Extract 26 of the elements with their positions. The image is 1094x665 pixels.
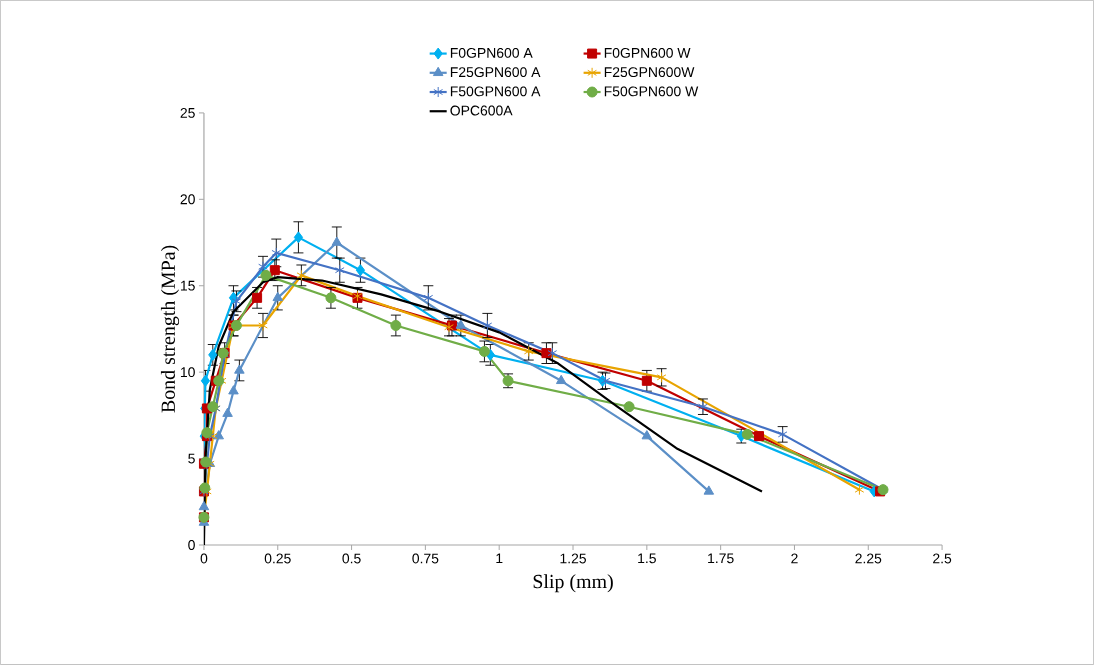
x-axis-title: Slip (mm) <box>533 574 613 593</box>
legend-label: OPC600A <box>450 105 513 116</box>
legend-label: F25GPN600 A <box>450 67 541 78</box>
y-tick-label: 20 <box>180 194 195 205</box>
legend-label: F25GPN600W <box>604 67 695 78</box>
y-tick-label: 0 <box>188 540 195 550</box>
y-axis-title: Bond strength (MPa) <box>160 245 180 413</box>
y-tick-label: 15 <box>180 280 195 291</box>
x-tick-label: 2.5 <box>933 553 952 564</box>
x-tick-label: 1.5 <box>638 553 656 564</box>
y-tick-label: 25 <box>180 108 195 118</box>
legend-label: F0GPN600 A <box>450 47 533 58</box>
legend-label: F50GPN600 A <box>450 86 541 97</box>
x-tick-label: 0.25 <box>264 553 291 564</box>
y-tick-label: 5 <box>188 453 195 464</box>
x-tick-label: 2.25 <box>855 553 882 564</box>
x-tick-label: 1.25 <box>560 553 586 564</box>
legend-label: F50GPN600 W <box>604 86 699 97</box>
x-tick-label: 1.75 <box>708 553 734 564</box>
x-tick-label: 2 <box>791 553 798 564</box>
y-tick-label: 10 <box>180 367 195 378</box>
x-tick-label: 0.5 <box>342 553 361 564</box>
x-tick-label: 0.75 <box>412 553 439 564</box>
x-tick-label: 1 <box>496 553 503 564</box>
legend-label: F0GPN600 W <box>604 47 691 58</box>
x-tick-label: 0 <box>200 553 208 564</box>
